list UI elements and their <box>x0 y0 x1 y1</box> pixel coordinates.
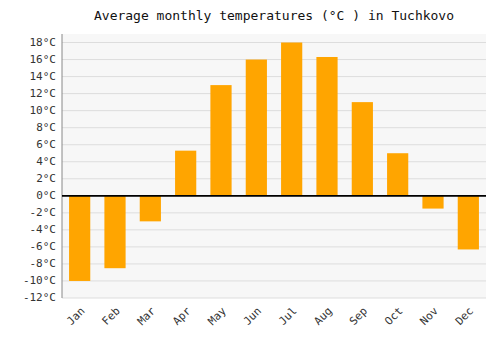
x-tick-label: Feb <box>100 305 123 328</box>
grid <box>62 43 486 298</box>
grid-line <box>62 110 486 111</box>
y-tick-label: 2°C <box>36 172 56 185</box>
grid-line <box>62 178 486 179</box>
x-tick-label: Apr <box>170 304 194 328</box>
bar <box>458 196 479 250</box>
bars <box>69 43 479 281</box>
grid-line <box>62 127 486 128</box>
grid-line <box>62 59 486 60</box>
y-tick-label: 18°C <box>30 36 57 49</box>
x-tick-label: Dec <box>453 305 476 328</box>
x-tick-label: Jul <box>276 305 299 328</box>
grid-line <box>62 161 486 162</box>
y-tick-label: 4°C <box>36 155 56 168</box>
bar <box>140 196 161 222</box>
bar <box>316 57 337 196</box>
y-tick-label: 12°C <box>30 87 57 100</box>
bar <box>352 102 373 196</box>
y-tick-label: 6°C <box>36 138 56 151</box>
y-tick-label: -10°C <box>23 274 56 287</box>
y-axis-line <box>62 34 63 298</box>
x-tick-label: Sep <box>347 305 370 328</box>
y-tick-label: 16°C <box>30 53 57 66</box>
grid-line <box>62 280 486 281</box>
plot-background <box>62 34 486 298</box>
y-tick-label: 10°C <box>30 104 57 117</box>
y-tick-label: -4°C <box>30 223 57 236</box>
x-tick-label: Jan <box>64 305 87 328</box>
x-tick-label: Jun <box>241 305 264 328</box>
bar <box>175 151 196 196</box>
grid-line <box>62 42 486 43</box>
bar <box>387 153 408 196</box>
grid-line <box>62 93 486 94</box>
x-tick-label: Aug <box>312 305 335 328</box>
y-tick-label: -2°C <box>30 206 57 219</box>
bar <box>281 43 302 196</box>
zero-line <box>62 195 486 197</box>
bar <box>104 196 125 268</box>
chart: -12°C -10°C -8°C -6°C -4°C -2°C 0°C 2°C 4°C 6°C 8°… <box>0 0 500 350</box>
grid-line <box>62 195 486 196</box>
x-tick-label: Mar <box>135 304 159 328</box>
x-tick-label: May <box>206 304 230 328</box>
grid-line <box>62 144 486 145</box>
x-tick-label: Nov <box>418 304 442 328</box>
bar <box>69 196 90 281</box>
title: Average monthly temperatures (°C ) in Tu… <box>94 8 454 23</box>
y-tick-label: 14°C <box>30 70 57 83</box>
y-tick-label: -6°C <box>30 240 57 253</box>
y-tick-label: -8°C <box>30 257 57 270</box>
bar <box>210 85 231 196</box>
grid-line <box>62 298 486 299</box>
y-tick-label: 0°C <box>36 189 56 202</box>
x-tick-label: Oct <box>382 305 405 328</box>
y-axis: -12°C -10°C -8°C -6°C -4°C -2°C 0°C 2°C 4°C 6°C 8°… <box>23 34 62 304</box>
grid-line <box>62 76 486 77</box>
chart-container: -12°C -10°C -8°C -6°C -4°C -2°C 0°C 2°C 4°C 6°C 8°… <box>0 0 500 350</box>
bar <box>422 196 443 209</box>
x-axis: Jan Feb Mar Apr May Jun Jul Aug Sep Oct Nov Dec <box>64 304 476 328</box>
y-tick-label: -12°C <box>23 291 56 304</box>
bar <box>246 60 267 196</box>
y-tick-label: 8°C <box>36 121 56 134</box>
